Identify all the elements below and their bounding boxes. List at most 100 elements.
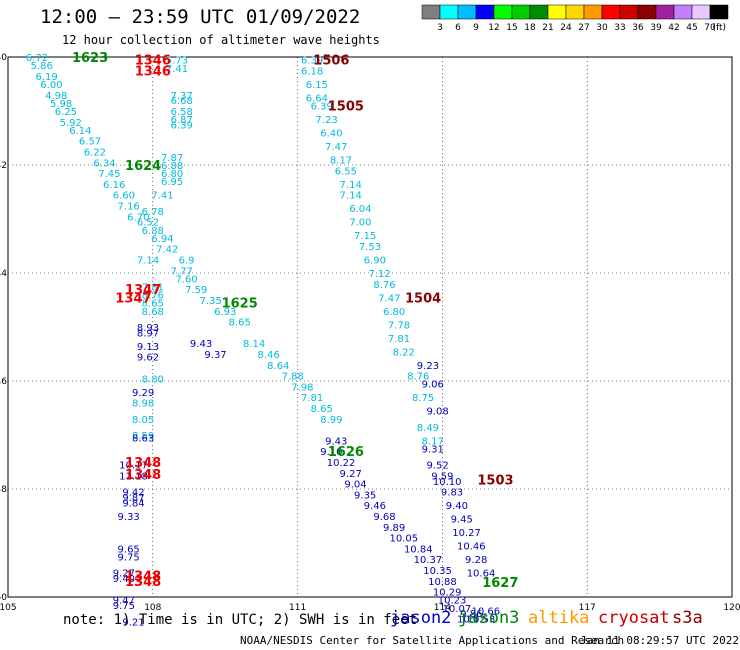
y-tick-label: -50 bbox=[0, 593, 7, 603]
pass-time-label: 1348 bbox=[125, 468, 161, 483]
wave-height-value: 10.46 bbox=[457, 542, 486, 553]
wave-height-value: 11.18 bbox=[119, 472, 148, 483]
y-tick-label: -48 bbox=[0, 485, 7, 495]
wave-height-value: 7.81 bbox=[301, 393, 323, 404]
wave-height-value: 7.47 bbox=[325, 142, 347, 153]
pass-time-label: 1625 bbox=[222, 297, 258, 312]
wave-height-value: 10.53 bbox=[467, 615, 496, 626]
wave-height-value: 6.95 bbox=[161, 177, 183, 188]
wave-height-value: 6.80 bbox=[383, 307, 405, 318]
wave-height-value: 5.98 bbox=[50, 99, 72, 110]
pass-time-label: 1348 bbox=[125, 575, 161, 590]
pass-time-label: 1626 bbox=[328, 445, 364, 460]
colorbar-label: 21 bbox=[542, 23, 553, 33]
wave-height-value: 10.05 bbox=[389, 534, 418, 545]
wave-height-value: 6.78 bbox=[142, 207, 164, 218]
wave-height-value: 7.14 bbox=[340, 191, 362, 202]
wave-height-value: 7.15 bbox=[354, 231, 376, 242]
colorbar-label: 39 bbox=[650, 23, 662, 33]
colorbar-label: 18 bbox=[524, 23, 536, 33]
page-title: 12:00 — 23:59 UTC 01/09/2022 bbox=[40, 6, 361, 28]
wave-height-value: 8.22 bbox=[393, 347, 415, 358]
wave-height-value: 10.84 bbox=[404, 544, 433, 555]
wave-height-value: 9.46 bbox=[364, 501, 386, 512]
x-tick-label: 111 bbox=[289, 603, 306, 613]
wave-height-value: 4.98 bbox=[45, 91, 67, 102]
colorbar-label: 30 bbox=[596, 23, 608, 33]
pass-time-label: 1503 bbox=[477, 473, 513, 488]
wave-height-value: 8.75 bbox=[412, 393, 434, 404]
colorbar-swatch bbox=[475, 4, 495, 20]
wave-height-value: 8.99 bbox=[320, 415, 342, 426]
wave-height-value: 8.05 bbox=[132, 415, 154, 426]
wave-height-value: 10.35 bbox=[423, 566, 452, 577]
pass-time-label: 1504 bbox=[405, 291, 441, 306]
wave-height-value: 9.43 bbox=[190, 339, 212, 350]
wave-height-value: 6.88 bbox=[161, 161, 183, 172]
legend-cryosat: cryosat bbox=[598, 608, 670, 628]
pass-time-label: 1346 bbox=[135, 65, 171, 80]
y-tick-label: -44 bbox=[0, 269, 7, 279]
y-tick-label: -42 bbox=[0, 161, 7, 171]
wave-height-value: 8.65 bbox=[311, 404, 333, 415]
pass-time-label: 1505 bbox=[328, 100, 364, 115]
wave-height-value: 9.35 bbox=[354, 490, 376, 501]
pass-time-label: 1506 bbox=[313, 54, 349, 69]
pass-time-label: 1347 bbox=[115, 291, 151, 306]
wave-height-value: 7.98 bbox=[291, 382, 313, 393]
colorbar-label: 3 bbox=[437, 23, 443, 33]
colorbar-swatch bbox=[655, 4, 675, 20]
colorbar-label: 33 bbox=[614, 23, 625, 33]
wave-height-value: 9.65 bbox=[118, 544, 140, 555]
wave-height-value: 7.23 bbox=[315, 115, 337, 126]
wave-height-value: 9.40 bbox=[446, 501, 468, 512]
wave-height-value: 8.64 bbox=[267, 361, 289, 372]
colorbar-swatch bbox=[601, 4, 621, 20]
wave-height-value: 6.9 bbox=[179, 256, 195, 267]
pass-time-label: 1348 bbox=[125, 456, 161, 471]
pass-time-label: 1623 bbox=[72, 51, 108, 66]
wave-height-value: 10.64 bbox=[467, 569, 496, 580]
wave-height-value: 9.75 bbox=[113, 601, 135, 612]
wave-height-value: 6.72 bbox=[26, 53, 48, 64]
wave-height-value: 7.16 bbox=[118, 202, 140, 213]
wave-height-value: 6.34 bbox=[93, 158, 115, 169]
wave-height-value: 8.80 bbox=[142, 374, 164, 385]
wave-height-value: 10.07 bbox=[443, 604, 472, 615]
wave-height-value: 9.45 bbox=[451, 515, 473, 526]
wave-height-value: 7.00 bbox=[349, 218, 371, 229]
colorbar-label: 15 bbox=[506, 23, 517, 33]
wave-height-value: 7.88 bbox=[282, 372, 304, 383]
wave-height-value: 10.22 bbox=[327, 458, 356, 469]
wave-height-value: 7.45 bbox=[98, 169, 120, 180]
wave-height-value: 9.83 bbox=[441, 488, 463, 499]
wave-height-value: 10.88 bbox=[428, 577, 457, 588]
wave-height-value: 8.49 bbox=[417, 423, 439, 434]
wave-height-value: 9.89 bbox=[383, 523, 405, 534]
wave-height-value: 6.64 bbox=[306, 94, 328, 105]
colorbar-swatch bbox=[493, 4, 513, 20]
legend-s3a: s3a bbox=[672, 608, 703, 628]
wave-height-value: 10.27 bbox=[452, 528, 481, 539]
wave-height-value: 9.87 bbox=[122, 493, 144, 504]
wave-height-value: 6.55 bbox=[335, 166, 357, 177]
wave-height-value: 6.90 bbox=[364, 256, 386, 267]
colorbar-swatch bbox=[439, 4, 459, 20]
wave-height-value: 9.08 bbox=[426, 407, 448, 418]
wave-height-value: 6.18 bbox=[301, 67, 323, 78]
wave-height-value: 9.06 bbox=[422, 380, 444, 391]
wave-height-value: 6.94 bbox=[151, 234, 173, 245]
wave-height-value: 7.77 bbox=[171, 266, 193, 277]
wave-height-value: 9.28 bbox=[465, 555, 487, 566]
wave-height-value: 9.31 bbox=[422, 445, 444, 456]
wave-height-value: 8.68 bbox=[142, 307, 164, 318]
wave-height-value: 8.65 bbox=[142, 299, 164, 310]
pass-time-label: 1348 bbox=[125, 569, 161, 584]
wave-height-value: 9.13 bbox=[137, 342, 159, 353]
wave-height-value: 9.04 bbox=[344, 480, 366, 491]
wave-height-value: 6.22 bbox=[84, 148, 106, 159]
wave-height-value: 9.59 bbox=[431, 472, 453, 483]
pass-time-label: 1347 bbox=[125, 283, 161, 298]
wave-height-value: 8.17 bbox=[330, 156, 352, 167]
